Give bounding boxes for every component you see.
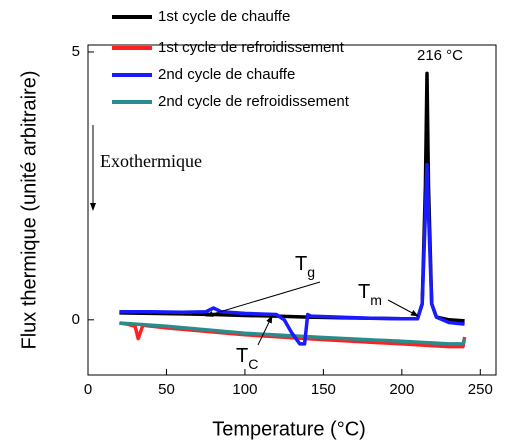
x-tick-label: 200 bbox=[389, 381, 414, 398]
arrow bbox=[257, 315, 273, 346]
x-axis-title: Temperature (°C) bbox=[212, 418, 366, 440]
annotation: Exothermique bbox=[100, 151, 202, 171]
annotation-text: 216 °C bbox=[417, 47, 463, 64]
annotation: Tg bbox=[295, 253, 315, 279]
legend-label: 2nd cycle de refroidissement bbox=[158, 93, 350, 110]
annotation-text: Exothermique bbox=[100, 151, 202, 171]
x-tick-label: 250 bbox=[468, 381, 493, 398]
annotation-sub: g bbox=[307, 264, 315, 280]
annotation: Tm bbox=[358, 281, 382, 307]
legend-label: 1st cycle de refroidissement bbox=[158, 39, 345, 56]
x-tick-label: 150 bbox=[311, 381, 336, 398]
y-tick-label: 5 bbox=[72, 43, 80, 60]
plot-frame bbox=[87, 44, 497, 376]
arrow bbox=[205, 281, 321, 317]
arrow bbox=[387, 299, 419, 317]
legend-label: 2nd cycle de chauffe bbox=[158, 66, 295, 83]
annotation-sub: m bbox=[370, 292, 382, 308]
y-axis-title: Flux thermique (unité arbitraire) bbox=[18, 71, 40, 350]
x-tick-label: 0 bbox=[84, 381, 92, 398]
annotation-text: T bbox=[358, 281, 370, 303]
series-line bbox=[119, 162, 465, 346]
x-tick-label: 100 bbox=[232, 381, 257, 398]
x-tick-label: 50 bbox=[158, 381, 175, 398]
series-line bbox=[119, 71, 465, 323]
annotation: TC bbox=[236, 345, 258, 371]
y-tick-label: 0 bbox=[72, 311, 80, 328]
annotation-text: T bbox=[236, 345, 248, 367]
annotation-text: T bbox=[295, 253, 307, 275]
legend-label: 1st cycle de chauffe bbox=[158, 8, 290, 25]
annotation-sub: C bbox=[248, 356, 258, 372]
annotation: 216 °C bbox=[417, 47, 463, 64]
series-line bbox=[119, 321, 467, 346]
